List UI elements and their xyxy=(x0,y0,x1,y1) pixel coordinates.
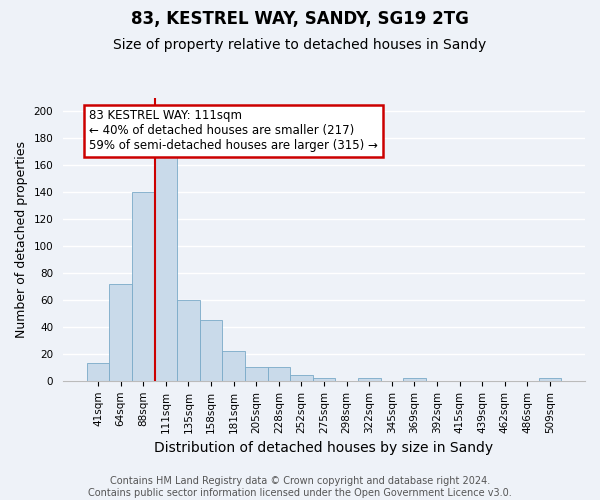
Bar xyxy=(132,192,155,381)
Text: 83 KESTREL WAY: 111sqm
← 40% of detached houses are smaller (217)
59% of semi-de: 83 KESTREL WAY: 111sqm ← 40% of detached… xyxy=(89,110,378,152)
Bar xyxy=(200,320,223,381)
Bar xyxy=(290,376,313,381)
Bar xyxy=(155,154,177,381)
Bar xyxy=(539,378,561,381)
Bar xyxy=(268,368,290,381)
Y-axis label: Number of detached properties: Number of detached properties xyxy=(15,141,28,338)
Text: Contains HM Land Registry data © Crown copyright and database right 2024.
Contai: Contains HM Land Registry data © Crown c… xyxy=(88,476,512,498)
Text: 83, KESTREL WAY, SANDY, SG19 2TG: 83, KESTREL WAY, SANDY, SG19 2TG xyxy=(131,10,469,28)
Bar xyxy=(87,364,109,381)
Bar xyxy=(313,378,335,381)
Text: Size of property relative to detached houses in Sandy: Size of property relative to detached ho… xyxy=(113,38,487,52)
Bar xyxy=(358,378,380,381)
Bar xyxy=(403,378,425,381)
Bar xyxy=(223,351,245,381)
Bar xyxy=(109,284,132,381)
Bar xyxy=(245,368,268,381)
X-axis label: Distribution of detached houses by size in Sandy: Distribution of detached houses by size … xyxy=(154,441,494,455)
Bar xyxy=(177,300,200,381)
